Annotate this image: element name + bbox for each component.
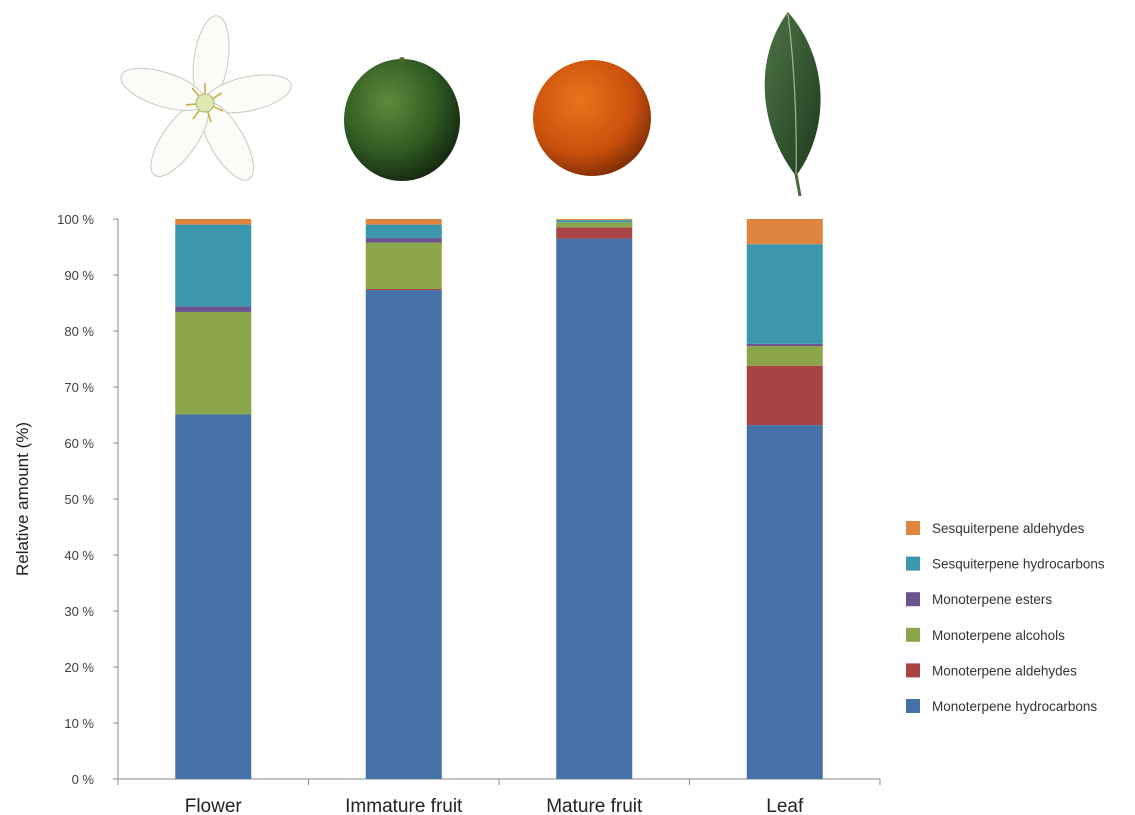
x-category-label: Flower xyxy=(185,796,243,815)
legend-swatch xyxy=(906,592,920,607)
orange-mature-fruit-image xyxy=(533,60,651,176)
bar-segment-sesquiterpene-aldehydes xyxy=(365,219,442,225)
y-tick-label: 10 % xyxy=(64,716,94,731)
bar-segment-sesquiterpene-hydrocarbons xyxy=(746,244,823,344)
bar-segment-monoterpene-aldehydes xyxy=(746,365,823,426)
y-axis-title: Relative amount (%) xyxy=(13,422,32,576)
bar-segment-sesquiterpene-hydrocarbons xyxy=(365,224,442,239)
y-tick-label: 70 % xyxy=(64,380,94,395)
bar-segment-monoterpene-aldehydes xyxy=(365,289,442,291)
y-tick-label: 80 % xyxy=(64,324,94,339)
legend-label: Monoterpene hydrocarbons xyxy=(932,699,1097,714)
legend-label: Monoterpene aldehydes xyxy=(932,663,1077,678)
legend-swatch xyxy=(906,699,920,713)
bar-segment-monoterpene-alcohols xyxy=(556,222,633,228)
bar-segment-monoterpene-aldehydes xyxy=(556,227,633,239)
legend-swatch xyxy=(906,521,920,535)
x-category-label: Leaf xyxy=(766,796,804,815)
bar-segment-monoterpene-hydrocarbons xyxy=(365,290,442,779)
legend-label: Sesquiterpene hydrocarbons xyxy=(932,557,1105,572)
bar-segment-monoterpene-esters xyxy=(175,306,252,312)
legend-swatch xyxy=(906,663,920,678)
leaf-image xyxy=(764,12,821,197)
y-tick-label: 20 % xyxy=(64,660,94,675)
bar-segment-sesquiterpene-hydrocarbons xyxy=(556,220,633,223)
bar-segment-monoterpene-esters xyxy=(746,343,823,347)
bar-segment-monoterpene-hydrocarbons xyxy=(556,238,633,780)
flower-image xyxy=(120,15,292,181)
bar-segment-monoterpene-alcohols xyxy=(746,346,823,366)
bar-segment-sesquiterpene-aldehydes xyxy=(175,219,252,225)
legend-swatch xyxy=(906,627,920,642)
bar-segment-monoterpene-alcohols xyxy=(175,311,252,415)
legend-label: Sesquiterpene aldehydes xyxy=(932,521,1085,536)
y-tick-label: 0 % xyxy=(72,772,95,787)
bar-segment-monoterpene-alcohols xyxy=(365,242,442,289)
x-category-label: Mature fruit xyxy=(546,796,643,815)
legend-label: Monoterpene esters xyxy=(932,592,1052,607)
y-tick-label: 60 % xyxy=(64,436,94,451)
green-immature-fruit-image xyxy=(344,57,460,181)
y-tick-label: 50 % xyxy=(64,492,94,507)
bar-segment-sesquiterpene-aldehydes xyxy=(746,219,823,245)
bar-segment-monoterpene-hydrocarbons xyxy=(175,414,252,779)
bar-segment-sesquiterpene-hydrocarbons xyxy=(175,224,252,307)
y-tick-label: 30 % xyxy=(64,604,94,619)
bar-segment-sesquiterpene-aldehydes xyxy=(556,219,633,221)
x-category-label: Immature fruit xyxy=(345,796,463,815)
legend-label: Monoterpene alcohols xyxy=(932,628,1065,643)
legend-swatch xyxy=(906,556,920,571)
y-tick-label: 100 % xyxy=(57,212,94,227)
bar-segment-monoterpene-esters xyxy=(365,238,442,243)
y-tick-label: 40 % xyxy=(64,548,94,563)
bar-segment-monoterpene-hydrocarbons xyxy=(746,425,823,779)
y-tick-label: 90 % xyxy=(64,268,94,283)
